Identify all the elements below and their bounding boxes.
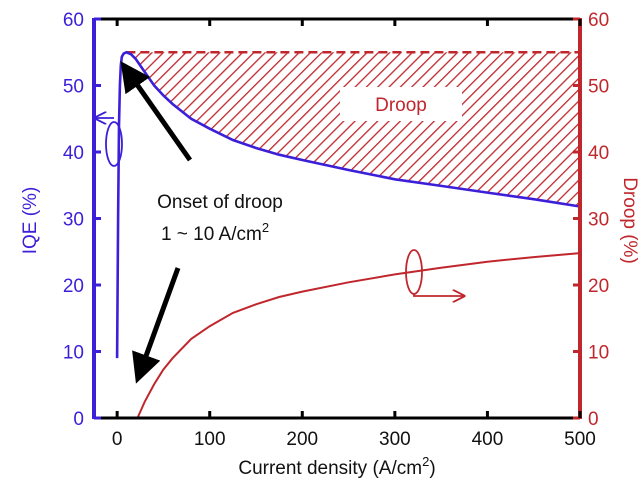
left-y-axis-title: IQE (%) (20, 187, 41, 255)
left-y-tick-label: 10 (63, 343, 84, 364)
right-y-tick-label: 10 (588, 343, 609, 364)
left-y-tick-label: 40 (63, 143, 84, 164)
left-y-tick-label: 50 (63, 77, 84, 98)
left-y-tick-label: 60 (63, 10, 84, 31)
left-axis-indicator-ellipse (105, 121, 123, 167)
x-tick-label: 500 (564, 429, 596, 450)
right-axis-indicator-arrow (413, 294, 464, 296)
left-y-tick-label: 0 (73, 409, 84, 430)
onset-arrow-down (132, 267, 181, 384)
droop-hatched-region (126, 52, 581, 207)
left-y-tick-label: 30 (63, 210, 84, 231)
onset-of-droop-label: Onset of droop (157, 192, 283, 213)
x-tick-label: 200 (286, 429, 318, 450)
droop-series-line (136, 252, 581, 419)
right-y-tick-label: 50 (588, 77, 609, 98)
right-y-tick-label: 60 (588, 10, 609, 31)
right-y-tick-label: 0 (588, 409, 599, 430)
onset-arrow-up (120, 61, 193, 162)
left-y-tick-label: 20 (63, 276, 84, 297)
right-y-axis-title: Droop (%) (619, 177, 640, 264)
x-tick-label: 300 (379, 429, 411, 450)
x-tick-label: 0 (112, 429, 123, 450)
x-tick-label: 400 (472, 429, 504, 450)
onset-range-label: 1 ~ 10 A/cm2 (161, 220, 269, 245)
x-axis-title: Current density (A/cm2) (238, 454, 435, 479)
right-y-tick-label: 20 (588, 276, 609, 297)
droop-label-background (340, 87, 462, 121)
right-y-tick-label: 30 (588, 210, 609, 231)
x-tick-label: 100 (194, 429, 226, 450)
droop-label: Droop (375, 95, 427, 116)
right-y-tick-label: 40 (588, 143, 609, 164)
